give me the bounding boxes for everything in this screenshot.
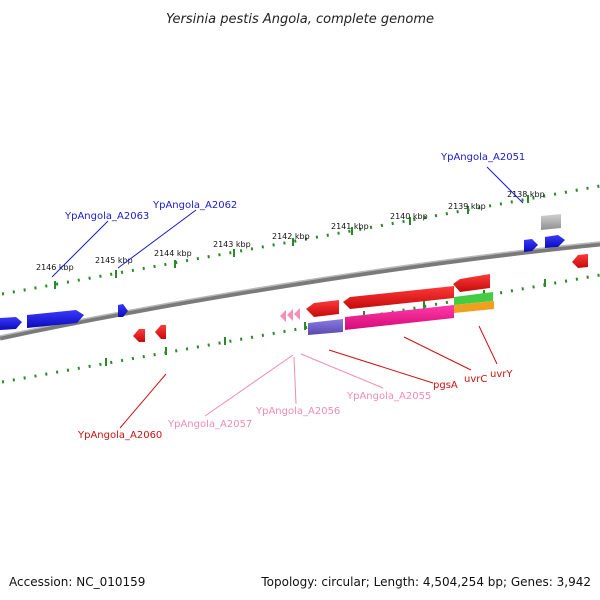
tick-label-2146: 2146 kbp [36,263,74,272]
accession-text: Accession: NC_010159 [9,575,145,589]
label-YpAngola_A2063: YpAngola_A2063 [64,211,149,222]
gene-forward-4 [524,239,538,252]
gene-YpAngola_A2060 [306,300,339,317]
gene-forward-1 [0,317,22,330]
label-YpAngola_A2062: YpAngola_A2062 [152,200,237,211]
label-YpAngola_A2060: YpAngola_A2060 [77,430,162,441]
gene-reverse-1 [133,329,145,342]
gene-YpAngola_A2055 [294,308,300,320]
gene-uvrC [453,274,490,292]
tick-label-2140: 2140 kbp [390,212,428,221]
label-YpAngola_A2051: YpAngola_A2051 [440,152,525,163]
forward-genes [0,214,565,330]
map-title: Yersinia pestis Angola, complete genome [166,12,434,27]
genome-backbone [0,241,600,341]
gene-forward-5 [545,235,565,248]
label-uvrY: uvrY [490,369,513,380]
gene-labels: YpAngola_A2051 YpAngola_A2062 YpAngola_A… [64,152,525,441]
label-uvrC: uvrC [464,374,487,385]
gene-forward-3 [118,304,128,317]
label-YpAngola_A2057: YpAngola_A2057 [167,419,252,430]
tick-label-2138: 2138 kbp [507,190,545,199]
gene-YpAngola_A2056 [287,309,293,321]
gene-reverse-2 [155,325,166,339]
tick-label-2143: 2143 kbp [213,240,251,249]
tick-label-2142: 2142 kbp [272,232,310,241]
trna-genes [280,308,300,322]
tick-label-2145: 2145 kbp [95,256,133,265]
label-pgsA: pgsA [433,380,458,391]
label-YpAngola_A2056: YpAngola_A2056 [255,406,340,417]
band-orange [454,301,494,313]
gene-pgsA [343,286,454,309]
callout-lines [51,166,524,429]
gene-forward-grey [541,214,561,230]
tick-label-2144: 2144 kbp [154,249,192,258]
reverse-genes [133,254,588,342]
gc-track-lower [1,273,600,384]
band-pink [345,305,454,330]
genome-summary-text: Topology: circular; Length: 4,504,254 bp… [260,575,591,589]
tick-label-2141: 2141 kbp [331,222,369,231]
tick-label-2139: 2139 kbp [448,202,486,211]
band-green [454,292,493,305]
gene-forward-2 [27,310,84,328]
kbp-tick-labels: 2146 kbp 2145 kbp 2144 kbp 2143 kbp 2142… [36,190,545,272]
feature-bands [308,292,494,335]
label-YpAngola_A2055: YpAngola_A2055 [346,391,431,402]
band-purple [308,319,343,335]
gc-track-upper [1,184,600,296]
gene-uvrY [572,254,588,268]
gene-YpAngola_A2057 [280,310,286,322]
